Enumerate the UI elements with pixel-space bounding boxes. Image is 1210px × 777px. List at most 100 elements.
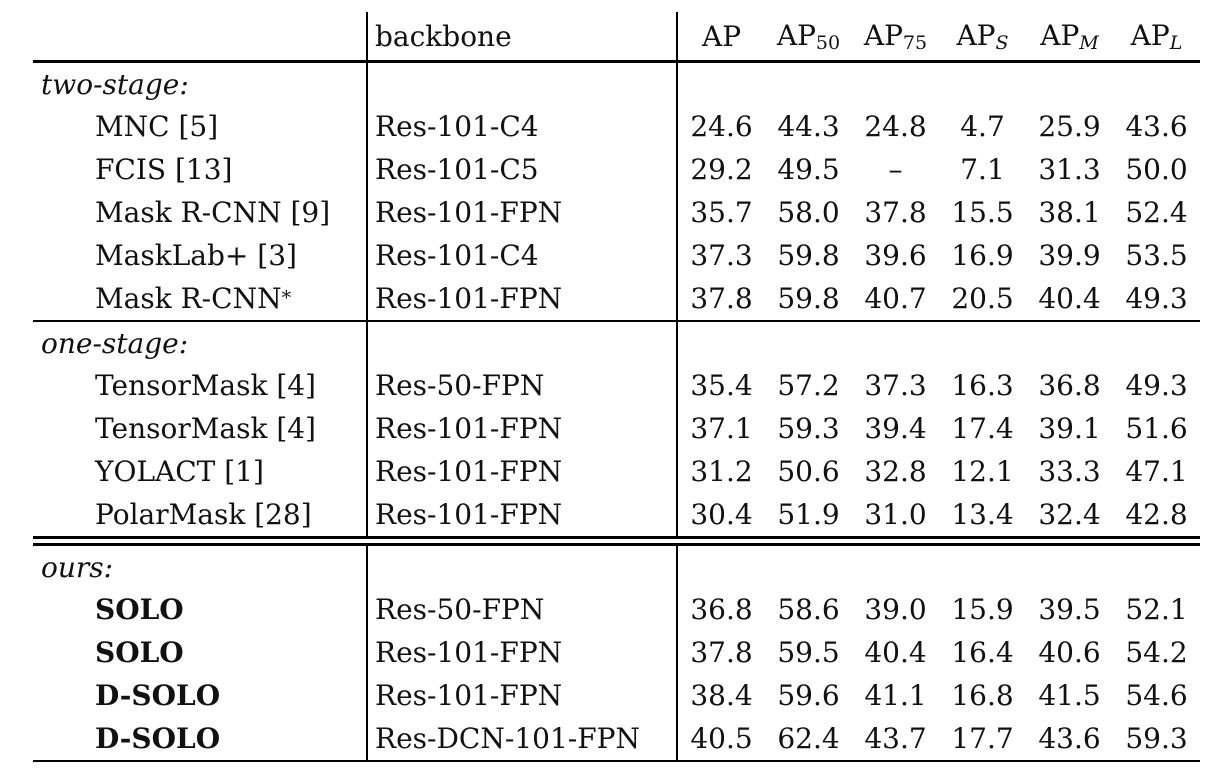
metric-value-cell: 40.6: [1026, 631, 1113, 674]
metric-value: 16.3: [951, 369, 1014, 402]
metric-cell-empty: [676, 63, 765, 105]
metric-cell-empty: [939, 546, 1026, 588]
backbone-name: Res-101-FPN: [375, 282, 563, 315]
metric-value: 49.3: [1125, 369, 1188, 402]
metric-value: 31.2: [690, 455, 753, 488]
metric-value-cell: 49.3: [1113, 277, 1200, 320]
metric-value: 38.1: [1038, 196, 1101, 229]
metric-value: 40.4: [1038, 282, 1101, 315]
method-cell: D-SOLO: [33, 717, 366, 760]
metric-value-cell: 32.8: [852, 450, 939, 493]
section-double-rule: [33, 536, 1200, 546]
metric-value: 29.2: [690, 153, 753, 186]
metric-value-cell: 41.5: [1026, 674, 1113, 717]
metric-value-cell: 41.1: [852, 674, 939, 717]
metric-value: 36.8: [690, 593, 753, 626]
metric-value-cell: 31.0: [852, 493, 939, 536]
backbone-cell: Res-101-C4: [366, 105, 676, 148]
metric-value-cell: 37.8: [676, 277, 765, 320]
metric-value: 37.8: [864, 196, 927, 229]
metric-cell-empty: [676, 546, 765, 588]
metric-value-cell: 15.9: [939, 588, 1026, 631]
metric-value: 58.0: [777, 196, 840, 229]
metric-value-cell: 40.4: [1026, 277, 1113, 320]
table-row: Mask R-CNN [9] Res-101-FPN 35.7 58.0 37.8 15.…: [33, 191, 1200, 234]
method-cell: Mask R-CNN *: [33, 277, 366, 320]
backbone-cell: Res-101-FPN: [366, 277, 676, 320]
header-metric-cell: APM: [1026, 12, 1113, 60]
metric-value-cell: 31.3: [1026, 148, 1113, 191]
metric-value-cell: 44.3: [765, 105, 852, 148]
method-cell: SOLO: [33, 631, 366, 674]
method-name: MNC [5]: [95, 110, 219, 143]
metric-value: 53.5: [1125, 239, 1188, 272]
metric-cell-empty: [1113, 546, 1200, 588]
metric-value: 13.4: [951, 498, 1014, 531]
metric-base: AP: [956, 18, 996, 52]
metric-value-cell: 59.8: [765, 234, 852, 277]
metric-value: 35.4: [690, 369, 753, 402]
metric-value-cell: 30.4: [676, 493, 765, 536]
metric-value: 25.9: [1038, 110, 1101, 143]
metric-value-cell: 40.7: [852, 277, 939, 320]
metric-value-cell: 39.5: [1026, 588, 1113, 631]
header-metric-cell: AP: [676, 12, 765, 60]
backbone-cell: Res-101-FPN: [366, 674, 676, 717]
method-cell: TensorMask [4]: [33, 407, 366, 450]
results-table: backbone AP AP50 AP75 APS APM APL two-stage: MNC…: [33, 12, 1200, 762]
metric-value-cell: 39.0: [852, 588, 939, 631]
method-cell: D-SOLO: [33, 674, 366, 717]
metric-value-cell: 37.8: [852, 191, 939, 234]
table-row: Mask R-CNN * Res-101-FPN 37.8 59.8 40.7 20.5 40…: [33, 277, 1200, 320]
metric-value: 40.6: [1038, 636, 1101, 669]
metric-value-cell: 37.8: [676, 631, 765, 674]
metric-value-cell: 52.1: [1113, 588, 1200, 631]
metric-value-cell: 43.7: [852, 717, 939, 760]
metric-value-cell: –: [852, 148, 939, 191]
metric-value-cell: 17.7: [939, 717, 1026, 760]
metric-value-cell: 51.6: [1113, 407, 1200, 450]
metric-value: 39.5: [1038, 593, 1101, 626]
table-row: D-SOLO Res-101-FPN 38.4 59.6 41.1 16.8 41.5 54.…: [33, 674, 1200, 717]
metric-value: 49.5: [777, 153, 840, 186]
metric-value-cell: 29.2: [676, 148, 765, 191]
metric-value: 52.1: [1125, 593, 1188, 626]
section-label-row: one-stage:: [33, 322, 1200, 364]
header-row: backbone AP AP50 AP75 APS APM APL: [33, 12, 1200, 60]
metric-base: AP: [1040, 18, 1080, 52]
method-cell: SOLO: [33, 588, 366, 631]
section-label: one-stage:: [41, 326, 189, 360]
backbone-cell: Res-101-FPN: [366, 407, 676, 450]
table-row: FCIS [13] Res-101-C5 29.2 49.5 – 7.1 31.3 50.0: [33, 148, 1200, 191]
metric-value-cell: 39.4: [852, 407, 939, 450]
metric-cell-empty: [852, 63, 939, 105]
table-row: MaskLab+ [3] Res-101-C4 37.3 59.8 39.6 16.9 39…: [33, 234, 1200, 277]
metric-base: AP: [776, 18, 816, 52]
metric-value-cell: 59.6: [765, 674, 852, 717]
metric-value-cell: 37.3: [852, 364, 939, 407]
metric-value: 59.6: [777, 679, 840, 712]
metric-value-cell: 59.3: [1113, 717, 1200, 760]
metric-value-cell: 38.4: [676, 674, 765, 717]
backbone-column-label: backbone: [375, 19, 512, 53]
metric-value: 32.4: [1038, 498, 1101, 531]
metric-value: 39.9: [1038, 239, 1101, 272]
metric-subscript: 75: [902, 32, 928, 55]
section-label-row: two-stage:: [33, 63, 1200, 105]
method-cell: PolarMask [28]: [33, 493, 366, 536]
metric-base: AP: [863, 18, 903, 52]
metric-value: 33.3: [1038, 455, 1101, 488]
section-label: ours:: [41, 550, 114, 584]
backbone-name: Res-101-FPN: [375, 196, 563, 229]
backbone-cell: Res-101-FPN: [366, 631, 676, 674]
metric-subscript: 50: [815, 32, 841, 55]
backbone-name: Res-101-FPN: [375, 412, 563, 445]
metric-value-cell: 32.4: [1026, 493, 1113, 536]
section-label-row: ours:: [33, 546, 1200, 588]
metric-cell-empty: [765, 63, 852, 105]
metric-value: –: [888, 153, 903, 186]
metric-column-label: AP50: [777, 19, 840, 53]
metric-cell-empty: [1113, 63, 1200, 105]
backbone-cell-empty: [366, 322, 676, 364]
backbone-cell-empty: [366, 546, 676, 588]
